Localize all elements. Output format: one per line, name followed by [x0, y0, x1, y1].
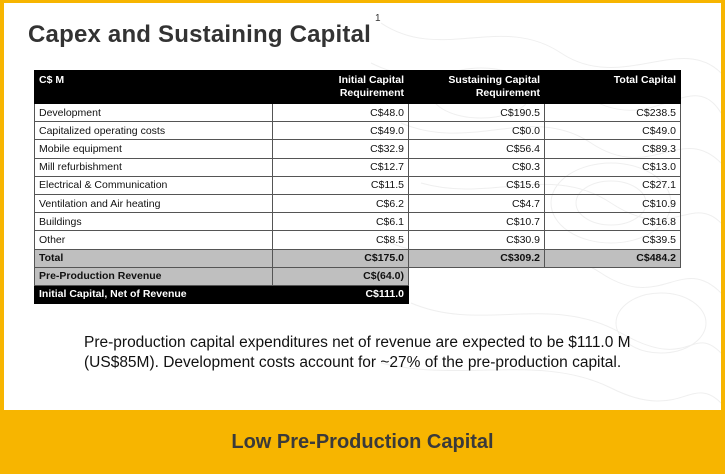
net-capital-value: C$111.0: [272, 284, 409, 305]
row-sustaining: C$15.6: [408, 175, 545, 195]
row-sustaining: C$0.3: [408, 157, 545, 177]
pre-production-revenue-row: Pre-Production Revenue C$(64.0): [34, 266, 681, 286]
row-total: C$13.0: [544, 157, 681, 177]
net-capital-label: Initial Capital, Net of Revenue: [34, 284, 273, 305]
row-label: Other: [34, 230, 273, 250]
row-sustaining: C$0.0: [408, 121, 545, 141]
table-row: Electrical & Communication C$11.5 C$15.6…: [34, 175, 681, 195]
table-row: Other C$8.5 C$30.9 C$39.5: [34, 230, 681, 250]
row-total: C$16.8: [544, 212, 681, 232]
row-sustaining: C$30.9: [408, 230, 545, 250]
row-total: C$89.3: [544, 139, 681, 159]
empty-cell: [545, 285, 681, 303]
header-cm: C$ M: [34, 70, 273, 104]
total-initial: C$175.0: [272, 248, 409, 268]
row-total: C$238.5: [544, 102, 681, 123]
capex-table: C$ M Initial Capital Requirement Sustain…: [34, 70, 681, 305]
row-sustaining: C$10.7: [408, 212, 545, 232]
row-sustaining: C$4.7: [408, 193, 545, 214]
summary-note: Pre-production capital expenditures net …: [84, 334, 631, 371]
row-label: Mobile equipment: [34, 139, 273, 159]
footer-banner: Low Pre-Production Capital: [231, 430, 494, 453]
total-total: C$484.2: [544, 248, 681, 268]
header-initial-capital: Initial Capital Requirement: [272, 70, 409, 104]
row-initial: C$48.0: [272, 102, 409, 123]
total-sustaining: C$309.2: [408, 248, 545, 268]
table-row: Buildings C$6.1 C$10.7 C$16.8: [34, 212, 681, 232]
row-initial: C$32.9: [272, 139, 409, 159]
empty-cell: [409, 267, 545, 285]
slide-content: Capex and Sustaining Capital 1 C$ M Initi…: [4, 3, 721, 410]
row-label: Capitalized operating costs: [34, 121, 273, 141]
header-total-capital: Total Capital: [544, 70, 681, 104]
row-label: Mill refurbishment: [34, 157, 273, 177]
row-label: Buildings: [34, 212, 273, 232]
row-total: C$39.5: [544, 230, 681, 250]
net-initial-capital-row: Initial Capital, Net of Revenue C$111.0: [34, 284, 681, 305]
row-initial: C$12.7: [272, 157, 409, 177]
row-sustaining: C$56.4: [408, 139, 545, 159]
row-label: Electrical & Communication: [34, 175, 273, 195]
row-label: Development: [34, 102, 273, 123]
table-row: Development C$48.0 C$190.5 C$238.5: [34, 102, 681, 123]
page-title-text: Capex and Sustaining Capital: [28, 21, 371, 48]
title-footnote-marker: 1: [375, 13, 381, 24]
row-total: C$27.1: [544, 175, 681, 195]
pre-production-label: Pre-Production Revenue: [34, 266, 273, 286]
table-row: Capitalized operating costs C$49.0 C$0.0…: [34, 121, 681, 141]
table-row: Ventilation and Air heating C$6.2 C$4.7 …: [34, 193, 681, 214]
row-sustaining: C$190.5: [408, 102, 545, 123]
row-label: Ventilation and Air heating: [34, 193, 273, 214]
pre-production-value: C$(64.0): [272, 266, 409, 286]
row-total: C$49.0: [544, 121, 681, 141]
row-total: C$10.9: [544, 193, 681, 214]
empty-cell: [409, 285, 545, 303]
total-label: Total: [34, 248, 273, 268]
table-row: Mobile equipment C$32.9 C$56.4 C$89.3: [34, 139, 681, 159]
row-initial: C$49.0: [272, 121, 409, 141]
row-initial: C$11.5: [272, 175, 409, 195]
table-row: Mill refurbishment C$12.7 C$0.3 C$13.0: [34, 157, 681, 177]
table-header-row: C$ M Initial Capital Requirement Sustain…: [34, 70, 681, 104]
header-sustaining-capital: Sustaining Capital Requirement: [408, 70, 545, 104]
row-initial: C$8.5: [272, 230, 409, 250]
page-title: Capex and Sustaining Capital 1: [28, 13, 381, 49]
empty-cell: [545, 267, 681, 285]
row-initial: C$6.2: [272, 193, 409, 214]
row-initial: C$6.1: [272, 212, 409, 232]
total-row: Total C$175.0 C$309.2 C$484.2: [34, 248, 681, 268]
